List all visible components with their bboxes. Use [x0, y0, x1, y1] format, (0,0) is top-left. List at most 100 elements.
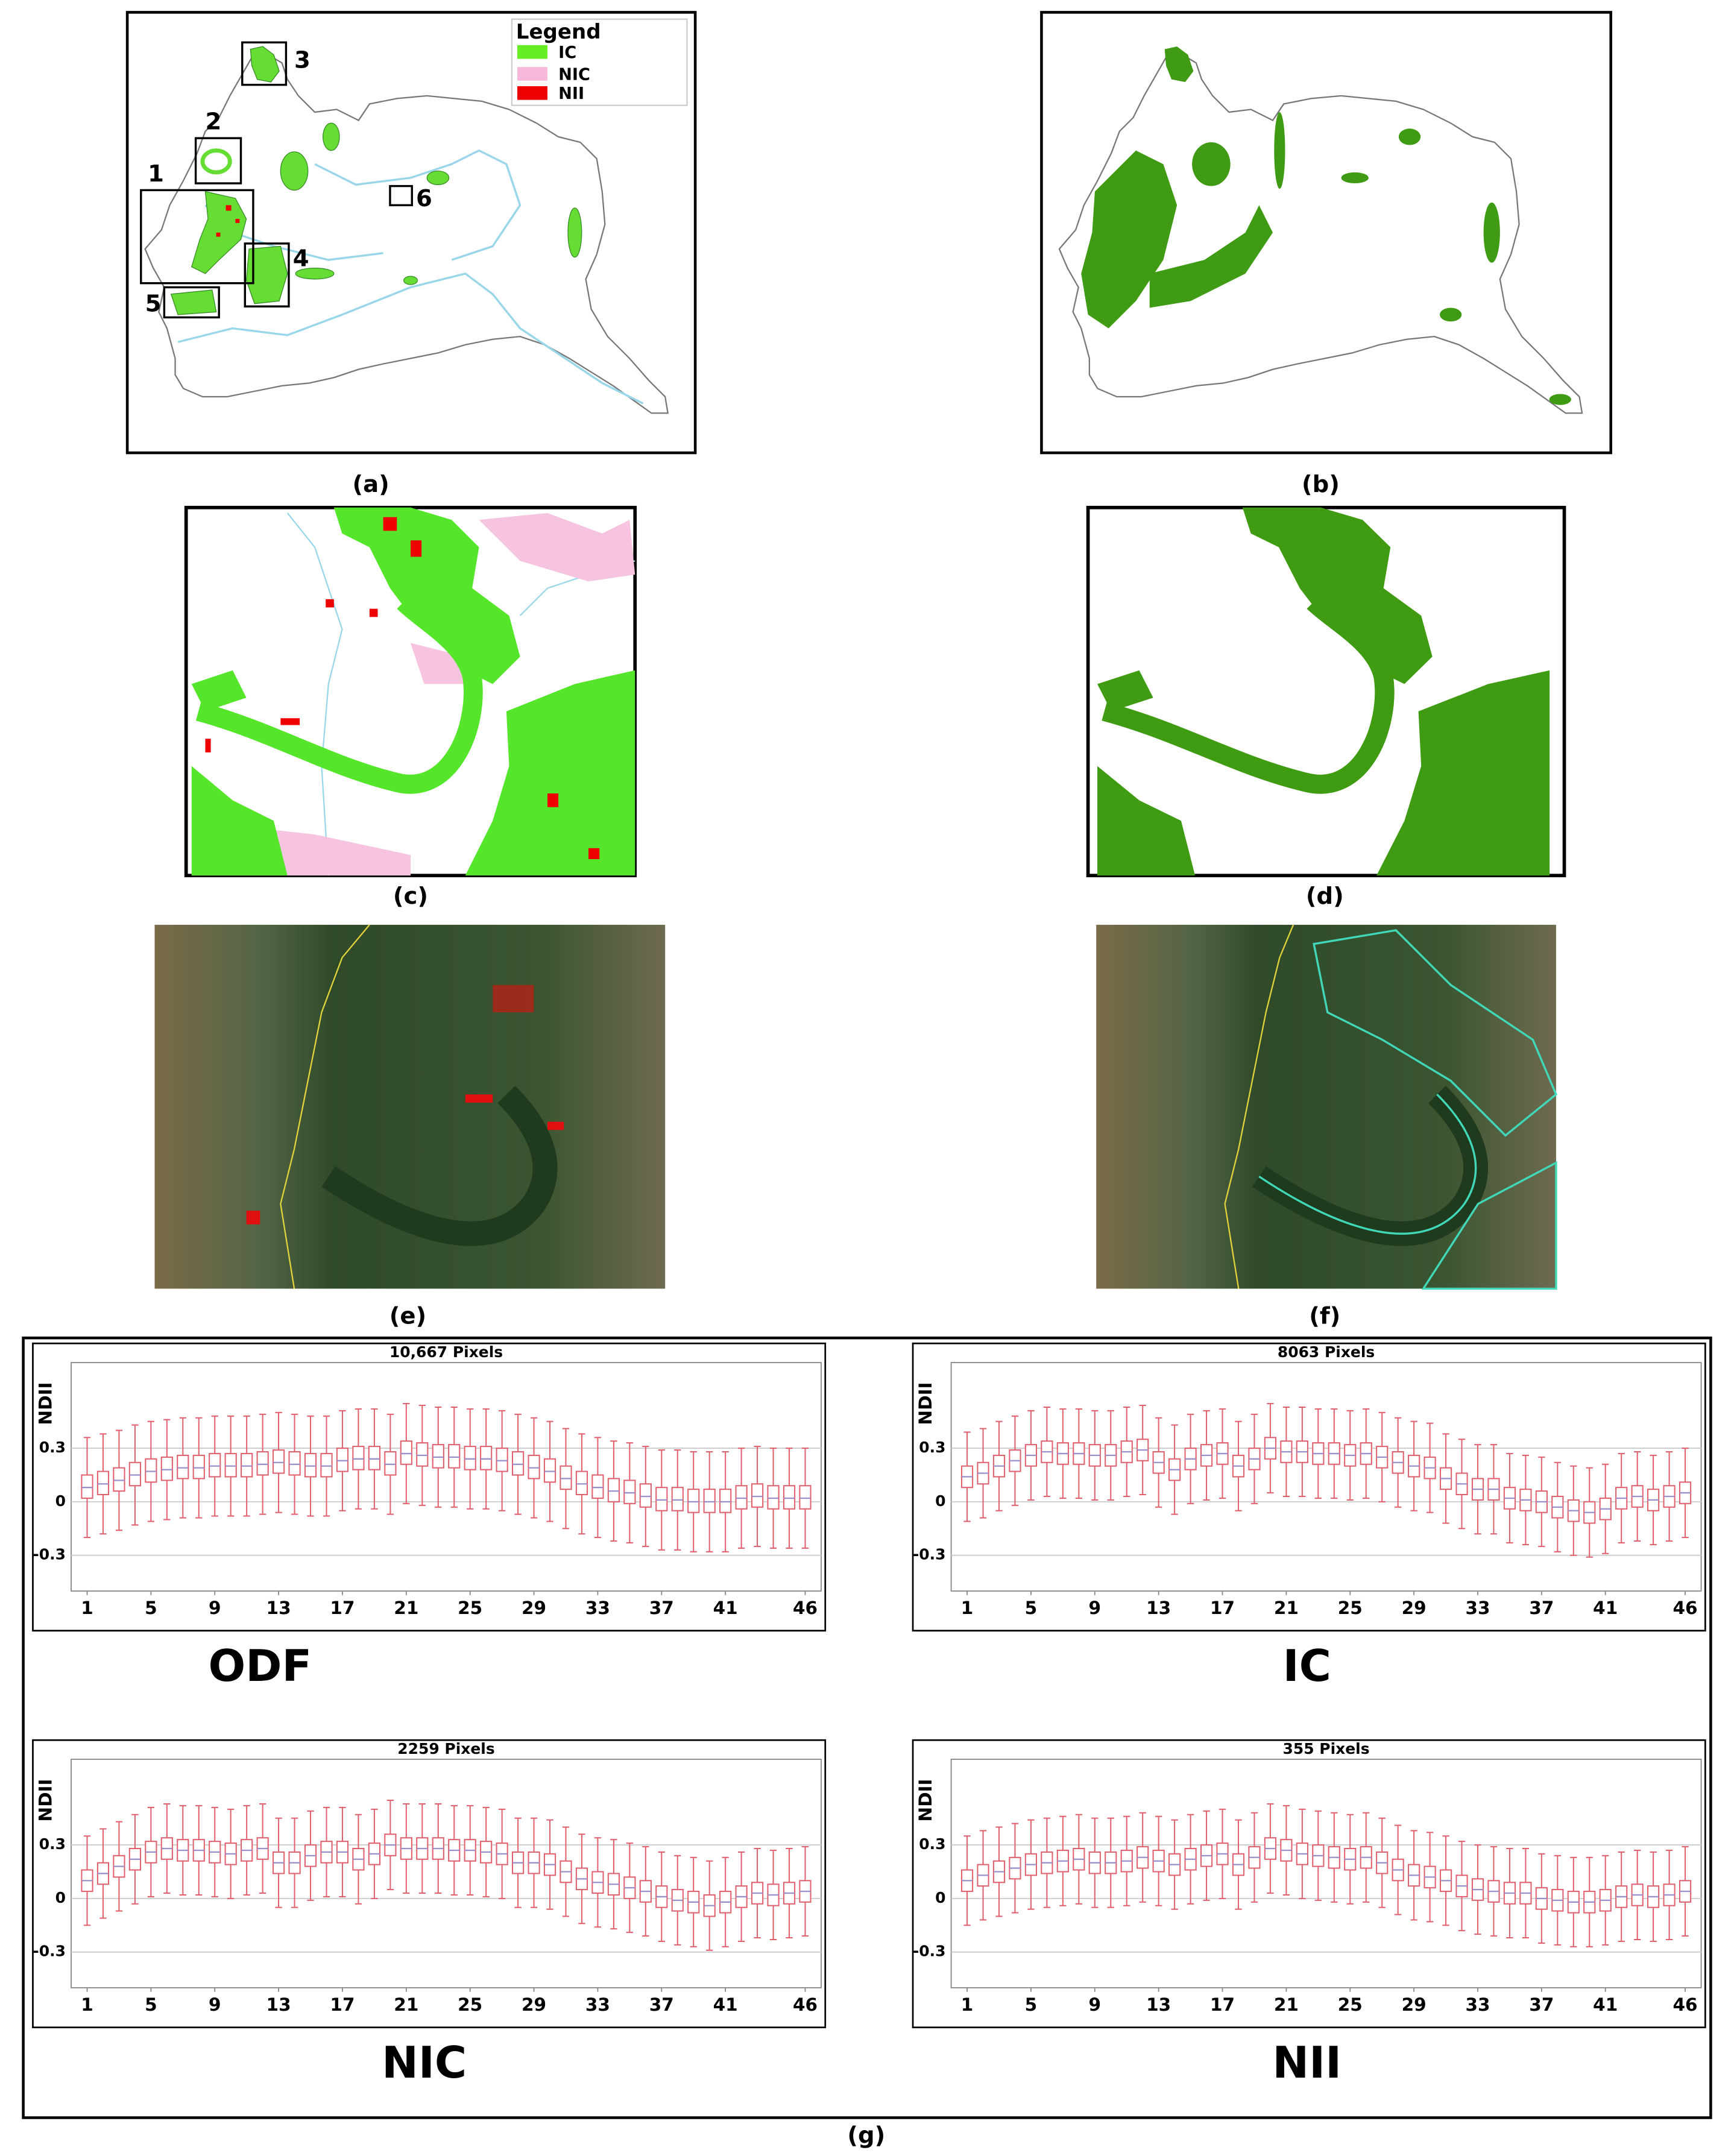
x-tick-label: 1: [81, 1598, 93, 1618]
box: [448, 1444, 461, 1469]
x-tick-label: 29: [1402, 1994, 1427, 2015]
x-tick-label: 17: [330, 1994, 355, 2015]
panel-label: (g): [847, 2122, 885, 2149]
box: [719, 1489, 732, 1513]
x-tick-label: 25: [458, 1994, 482, 2015]
speck: [369, 608, 378, 617]
box: [96, 1470, 110, 1496]
x-tick-label: 25: [458, 1598, 482, 1618]
ic-outline: [1258, 1094, 1477, 1235]
satellite-image: [154, 924, 666, 1289]
box: [288, 1451, 301, 1476]
inset-label: 2: [205, 109, 221, 136]
box: [607, 1478, 620, 1502]
group-label: IC: [1283, 1641, 1331, 1692]
speck: [216, 232, 221, 237]
legend-swatch: [517, 86, 547, 100]
box: [591, 1474, 604, 1499]
patch: [200, 148, 232, 175]
y-tick-label: 0: [935, 1889, 945, 1906]
plot-area: [71, 1759, 822, 1988]
y-tick-label: 0.3: [919, 1439, 945, 1456]
x-tick-label: 25: [1338, 1598, 1363, 1618]
legend-swatch: [517, 45, 547, 59]
chart-title: 2259 Pixels: [397, 1740, 494, 1757]
panel-label: (f): [1309, 1303, 1340, 1330]
inset-label: 3: [294, 47, 311, 74]
x-tick-label: 37: [1529, 1598, 1554, 1618]
inset-label: 1: [148, 160, 164, 188]
chart-frame: [912, 1739, 1706, 2029]
patch: [567, 207, 582, 258]
forest: [321, 1085, 558, 1246]
speck: [225, 205, 232, 211]
x-tick-label: 9: [1089, 1598, 1102, 1618]
y-tick-label: 0.3: [39, 1835, 66, 1853]
speck: [205, 739, 211, 752]
ic-patches: [1081, 46, 1571, 405]
patch: [1398, 128, 1421, 145]
y-tick-label: -0.3: [913, 1943, 946, 1960]
speck: [235, 219, 240, 223]
x-tick-label: 29: [1402, 1598, 1427, 1618]
patch: [1192, 142, 1231, 186]
x-tick-label: 9: [1089, 1994, 1102, 2015]
inset-box: [140, 189, 254, 285]
x-tick-label: 21: [1274, 1598, 1299, 1618]
x-tick-label: 1: [961, 1994, 974, 2015]
box: [464, 1446, 476, 1470]
panel-label: (d): [1306, 883, 1344, 910]
inset-box: [389, 184, 413, 207]
box: [560, 1465, 572, 1490]
box: [177, 1454, 189, 1480]
box: [575, 1470, 588, 1496]
box: [528, 1454, 540, 1480]
box: [480, 1446, 493, 1470]
x-tick-label: 5: [1025, 1994, 1038, 2015]
panel-label: (a): [352, 471, 389, 498]
chart-frame: [912, 1342, 1706, 1632]
boundary-line: [1224, 924, 1294, 1289]
box: [496, 1448, 508, 1472]
nii-specks: [216, 205, 240, 237]
speck: [588, 848, 600, 859]
x-tick-label: 13: [266, 1598, 291, 1618]
patch: [250, 46, 280, 83]
box: [783, 1485, 796, 1510]
x-tick-label: 21: [1274, 1994, 1299, 2015]
chart-title: 10,667 Pixels: [389, 1343, 503, 1361]
box: [400, 1440, 412, 1465]
box: [543, 1458, 556, 1483]
speck: [465, 1094, 493, 1103]
y-tick-label: 0: [935, 1492, 945, 1510]
speck: [493, 985, 534, 1013]
patch: [403, 276, 418, 285]
patch: [1549, 394, 1571, 405]
nii-specks: [205, 517, 600, 859]
box: [160, 1456, 173, 1481]
y-tick-label: -0.3: [33, 1546, 66, 1563]
speck: [547, 793, 559, 807]
speck: [383, 517, 397, 531]
x-tick-label: 5: [1025, 1598, 1038, 1618]
x-tick-label: 13: [1146, 1598, 1171, 1618]
y-tick-label: -0.3: [33, 1943, 66, 1960]
patch: [295, 268, 335, 280]
x-tick-label: 33: [1465, 1598, 1490, 1618]
x-tick-label: 46: [793, 1598, 818, 1618]
box: [368, 1446, 380, 1470]
inset-box: [163, 286, 220, 319]
box: [416, 1442, 429, 1467]
plot-area: [950, 1759, 1702, 1988]
boundary-line: [280, 924, 370, 1289]
y-tick-label: 0: [55, 1889, 66, 1906]
speck: [326, 599, 334, 608]
group-label: ODF: [208, 1641, 312, 1692]
box: [256, 1451, 269, 1476]
box: [352, 1446, 365, 1470]
x-tick-label: 17: [1210, 1994, 1235, 2015]
y-axis-label: NDII: [36, 1779, 56, 1821]
river: [314, 149, 522, 261]
x-tick-label: 37: [1529, 1994, 1554, 2015]
